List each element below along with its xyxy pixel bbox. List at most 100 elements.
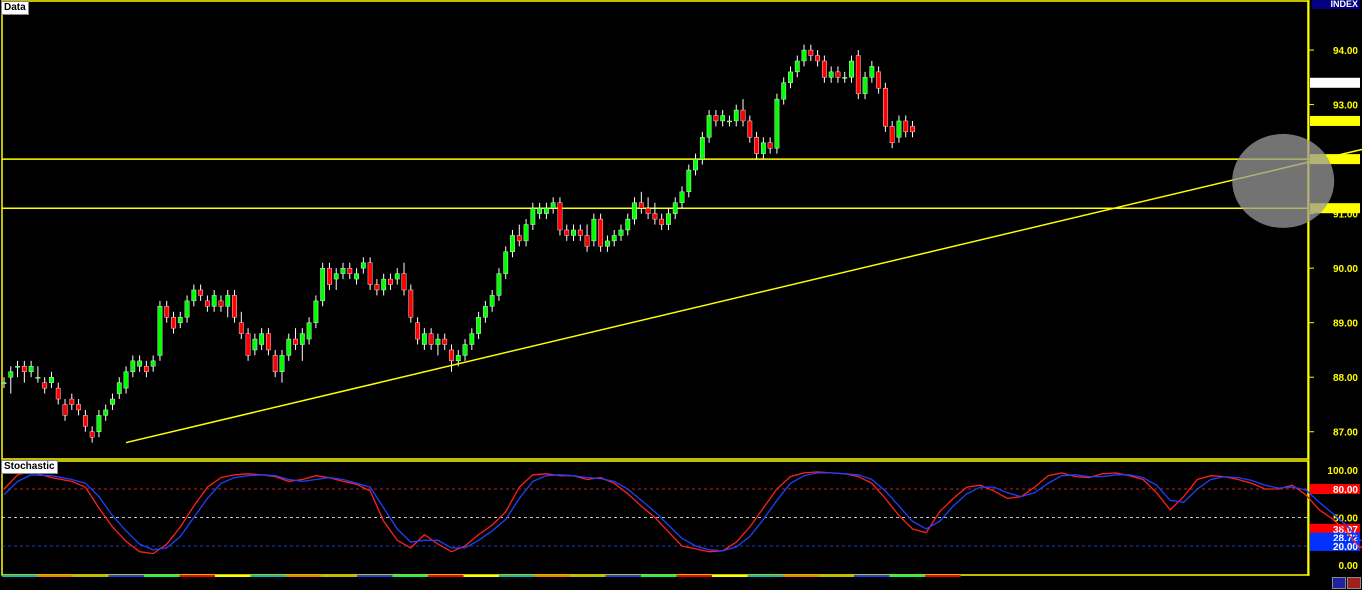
candle-body — [571, 229, 576, 236]
candle-body — [598, 218, 604, 247]
candle-body — [842, 77, 848, 79]
candle-body — [367, 262, 373, 285]
candle-body — [679, 191, 685, 203]
stochastic-d-line — [3, 472, 1362, 552]
stochastic-value-label: 28.72 — [1333, 534, 1358, 545]
candle-body — [910, 126, 915, 133]
stochastic-tick-label: 50.00 — [1333, 514, 1358, 525]
candle-body — [306, 322, 312, 340]
candle-body — [327, 267, 332, 285]
candle-body — [286, 338, 292, 356]
candle-body — [489, 295, 495, 307]
candle-body — [672, 202, 678, 214]
candle-body — [693, 158, 698, 171]
candle-body — [794, 60, 800, 73]
session-strip-segment — [534, 575, 570, 577]
candle-body — [760, 142, 766, 154]
candle-body — [49, 377, 54, 383]
candle-body — [204, 300, 210, 307]
session-strip-segment — [463, 575, 499, 577]
candle-body — [15, 366, 20, 368]
candle-body — [259, 333, 265, 345]
session-strip-segment — [144, 575, 180, 577]
candle-body — [523, 224, 529, 242]
candle-body — [638, 202, 644, 209]
highlight-circle — [1232, 133, 1335, 228]
candle-body — [720, 115, 726, 122]
candle-body — [740, 109, 746, 122]
candle-body — [381, 278, 387, 291]
candle-body — [482, 306, 488, 318]
candle-body — [767, 142, 773, 149]
session-strip-segment — [215, 575, 251, 577]
candle-body — [232, 295, 237, 318]
session-strip-segment — [499, 575, 535, 577]
candle-body — [605, 240, 610, 247]
candle-body — [564, 229, 570, 236]
candle-body — [272, 355, 278, 372]
candle-body — [611, 235, 617, 242]
session-strip-segment — [889, 575, 925, 577]
stochastic-tick-label: 100.00 — [1327, 466, 1358, 477]
candle-body — [266, 333, 271, 351]
candle-body — [462, 344, 468, 356]
candle-body — [699, 137, 705, 160]
candle-body — [28, 366, 34, 372]
stochastic-value-tag — [1310, 532, 1360, 543]
candle-body — [421, 333, 427, 345]
session-strip-segment — [676, 575, 712, 577]
stochastic-level-tag — [1310, 484, 1360, 494]
session-strip-segment — [321, 575, 357, 577]
candle-body — [476, 317, 481, 334]
candle-body — [394, 273, 400, 280]
candle-body — [374, 284, 380, 291]
candle-body — [218, 300, 224, 307]
session-strip-segment — [854, 575, 890, 577]
candle-body — [632, 202, 637, 220]
candle-body — [835, 71, 841, 78]
candle-body — [116, 382, 122, 394]
price-tick-label: 88.00 — [1333, 373, 1358, 384]
candle-body — [1, 382, 7, 384]
candle-body — [469, 333, 475, 345]
candle-body — [550, 202, 556, 209]
candle-body — [150, 360, 156, 367]
candle-body — [889, 126, 895, 143]
candle-body — [123, 371, 129, 389]
candle-body — [821, 60, 827, 78]
candle-body — [279, 355, 285, 372]
candle-body — [110, 398, 115, 405]
price-tick-label: 94.00 — [1333, 46, 1358, 57]
candle-body — [177, 317, 183, 323]
session-strip-segment — [286, 575, 322, 577]
price-tick-label: 91.00 — [1333, 210, 1358, 221]
candle-body — [537, 207, 543, 214]
candle-body — [171, 317, 176, 329]
candle-body — [435, 338, 441, 345]
candle-body — [584, 235, 590, 247]
session-strip-segment — [2, 575, 38, 577]
scroll-left-icon[interactable] — [1332, 577, 1346, 589]
candle-body — [211, 295, 217, 307]
candle-body — [449, 349, 454, 362]
candle-body — [340, 267, 346, 274]
stochastic-tick-label: 0.00 — [1339, 561, 1359, 572]
stochastic-value-label: 20.00 — [1333, 542, 1358, 553]
price-panel-frame — [1, 0, 1309, 460]
session-strip-segment — [428, 575, 464, 577]
candle-body — [157, 306, 163, 356]
candle-body — [455, 355, 461, 362]
candle-body — [713, 115, 719, 122]
candle-body — [347, 267, 353, 274]
candle-body — [625, 218, 631, 231]
session-strip-segment — [747, 575, 783, 577]
candle-body — [184, 300, 190, 318]
candle-body — [591, 218, 597, 242]
session-strip-segment — [37, 575, 73, 577]
candle-body — [293, 338, 298, 345]
trendline — [125, 148, 1362, 444]
session-strip-segment — [250, 575, 286, 577]
stochastic-tick-label: 80.00 — [1333, 485, 1358, 496]
scroll-right-icon[interactable] — [1347, 577, 1361, 589]
candle-body — [55, 387, 61, 400]
